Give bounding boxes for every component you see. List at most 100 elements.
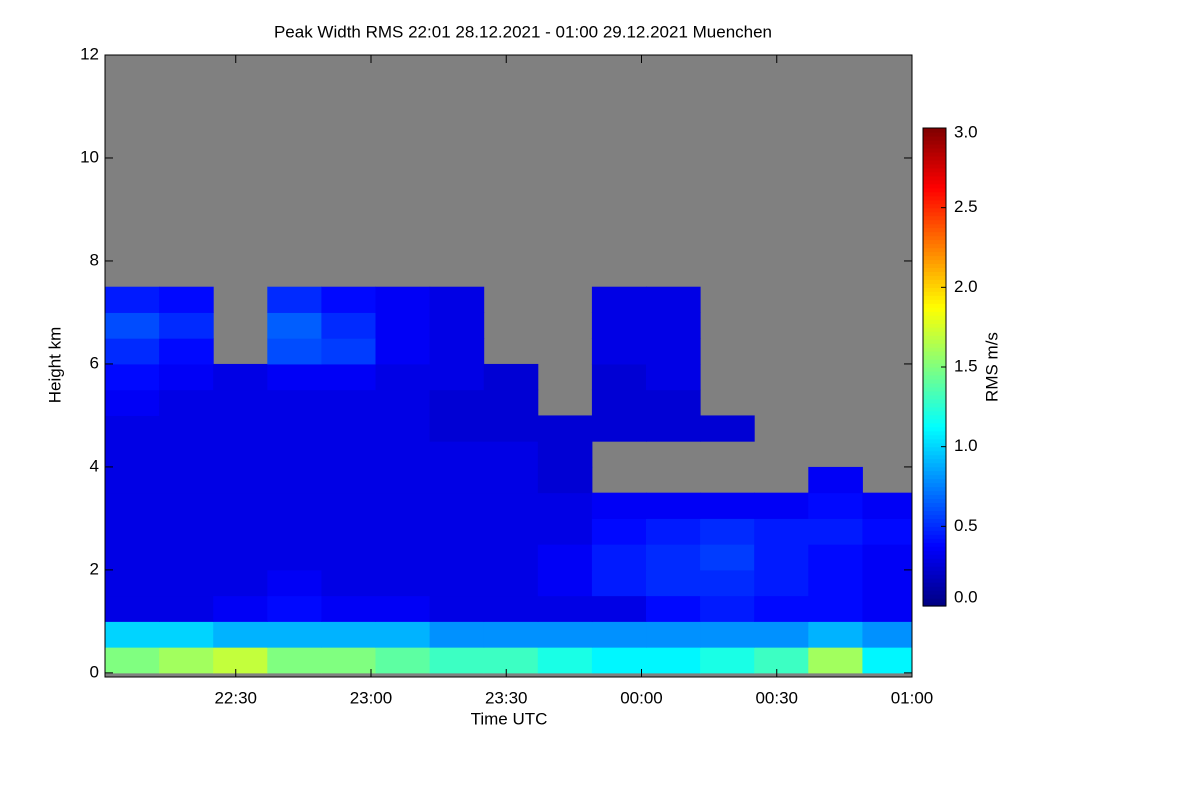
heatmap-cell <box>646 621 701 648</box>
heatmap-cell <box>213 647 268 674</box>
colorbar-swatch <box>923 570 946 575</box>
heatmap-cell <box>213 569 268 597</box>
heatmap-cell <box>267 415 322 442</box>
colorbar-swatch <box>923 474 946 480</box>
heatmap-cell <box>267 338 322 365</box>
colorbar-swatch <box>923 582 946 587</box>
heatmap-cell <box>429 647 485 674</box>
heatmap-cell <box>429 338 485 365</box>
heatmap-cell <box>591 647 647 674</box>
heatmap-cell <box>862 518 913 545</box>
colorbar-swatch <box>923 159 946 165</box>
heatmap-cell <box>483 466 539 494</box>
colorbar-swatch <box>923 359 946 364</box>
y-tick-label: 4 <box>90 456 99 475</box>
heatmap-cell <box>700 415 755 442</box>
heatmap-cell <box>105 621 160 648</box>
heatmap-cell <box>375 363 431 391</box>
colorbar-swatch <box>923 259 946 265</box>
heatmap-cell <box>159 518 214 545</box>
heatmap-cell <box>483 544 539 571</box>
heatmap-cell <box>537 441 593 468</box>
heatmap-cell <box>646 595 701 622</box>
heatmap-cell <box>646 415 701 442</box>
heatmap-cell <box>375 544 431 571</box>
colorbar-swatch <box>923 183 946 189</box>
heatmap-cell <box>321 312 377 339</box>
colorbar-swatch <box>923 283 946 288</box>
heatmap-cell <box>375 569 431 597</box>
heatmap-cell <box>105 544 160 571</box>
heatmap-cell <box>321 466 377 494</box>
heatmap-cell <box>213 518 268 545</box>
heatmap-cell <box>267 363 322 391</box>
heatmap-cell <box>267 312 322 339</box>
heatmap-cell <box>105 492 160 519</box>
colorbar-swatch <box>923 586 946 591</box>
colorbar-swatch <box>923 243 946 249</box>
plot-frame <box>104 54 913 678</box>
colorbar-swatch <box>923 347 946 352</box>
heatmap-cell <box>591 569 647 597</box>
heatmap-cell <box>159 363 214 391</box>
heatmap-cell <box>267 286 322 313</box>
colorbar-swatch <box>923 179 946 185</box>
colorbar-swatch <box>923 414 946 420</box>
heatmap-cell <box>429 441 485 468</box>
colorbar-swatch <box>923 163 946 169</box>
heatmap-cell <box>591 363 647 391</box>
heatmap-cell <box>862 595 913 622</box>
heatmap-cell <box>267 492 322 519</box>
heatmap-cell <box>700 518 755 545</box>
heatmap-cell <box>591 312 647 339</box>
heatmap-cell <box>429 518 485 545</box>
heatmap-cell <box>700 595 755 622</box>
heatmap-cell <box>862 492 913 519</box>
colorbar-swatch <box>923 398 946 404</box>
heatmap-cell <box>375 621 431 648</box>
heatmap-cell <box>267 595 322 622</box>
heatmap-cell <box>267 466 322 494</box>
colorbar-swatch <box>923 558 946 563</box>
colorbar-swatch <box>923 450 946 456</box>
colorbar-swatch <box>923 482 946 488</box>
heatmap-cell <box>591 338 647 365</box>
heatmap-cell <box>429 312 485 339</box>
heatmap-cell <box>159 389 214 416</box>
colorbar-swatch <box>923 486 946 492</box>
colorbar-swatch <box>923 598 946 603</box>
heatmap-cell <box>159 441 214 468</box>
heatmap-cell <box>213 466 268 494</box>
x-tick-label: 23:00 <box>350 688 393 707</box>
heatmap-cell <box>754 647 809 674</box>
heatmap-cell <box>105 338 160 365</box>
heatmap-cell <box>159 492 214 519</box>
heatmap-cell <box>754 544 809 571</box>
colorbar-swatch <box>923 406 946 412</box>
colorbar-swatch <box>923 331 946 336</box>
heatmap-cell <box>159 338 214 365</box>
colorbar-swatch <box>923 466 946 472</box>
heatmap-cell <box>429 621 485 648</box>
heatmap-cell <box>537 518 593 545</box>
colorbar-swatch <box>923 522 946 527</box>
heatmap-cell <box>159 544 214 571</box>
colorbar-swatch <box>923 438 946 444</box>
heatmap-cell <box>591 389 647 416</box>
colorbar-swatch <box>923 574 946 579</box>
heatmap-cell <box>808 466 863 494</box>
heatmap-cell <box>808 621 863 648</box>
heatmap-cell <box>808 518 863 545</box>
heatmap-cell <box>159 569 214 597</box>
x-tick-label: 23:30 <box>485 688 528 707</box>
heatmap-cell <box>700 621 755 648</box>
heatmap-cell <box>754 621 809 648</box>
heatmap-cell <box>646 647 701 674</box>
heatmap-cell <box>646 286 701 313</box>
colorbar-swatch <box>923 235 946 241</box>
heatmap-cell <box>646 363 701 391</box>
colorbar-swatch <box>923 227 946 233</box>
heatmap-cell <box>375 492 431 519</box>
colorbar-swatch <box>923 410 946 416</box>
